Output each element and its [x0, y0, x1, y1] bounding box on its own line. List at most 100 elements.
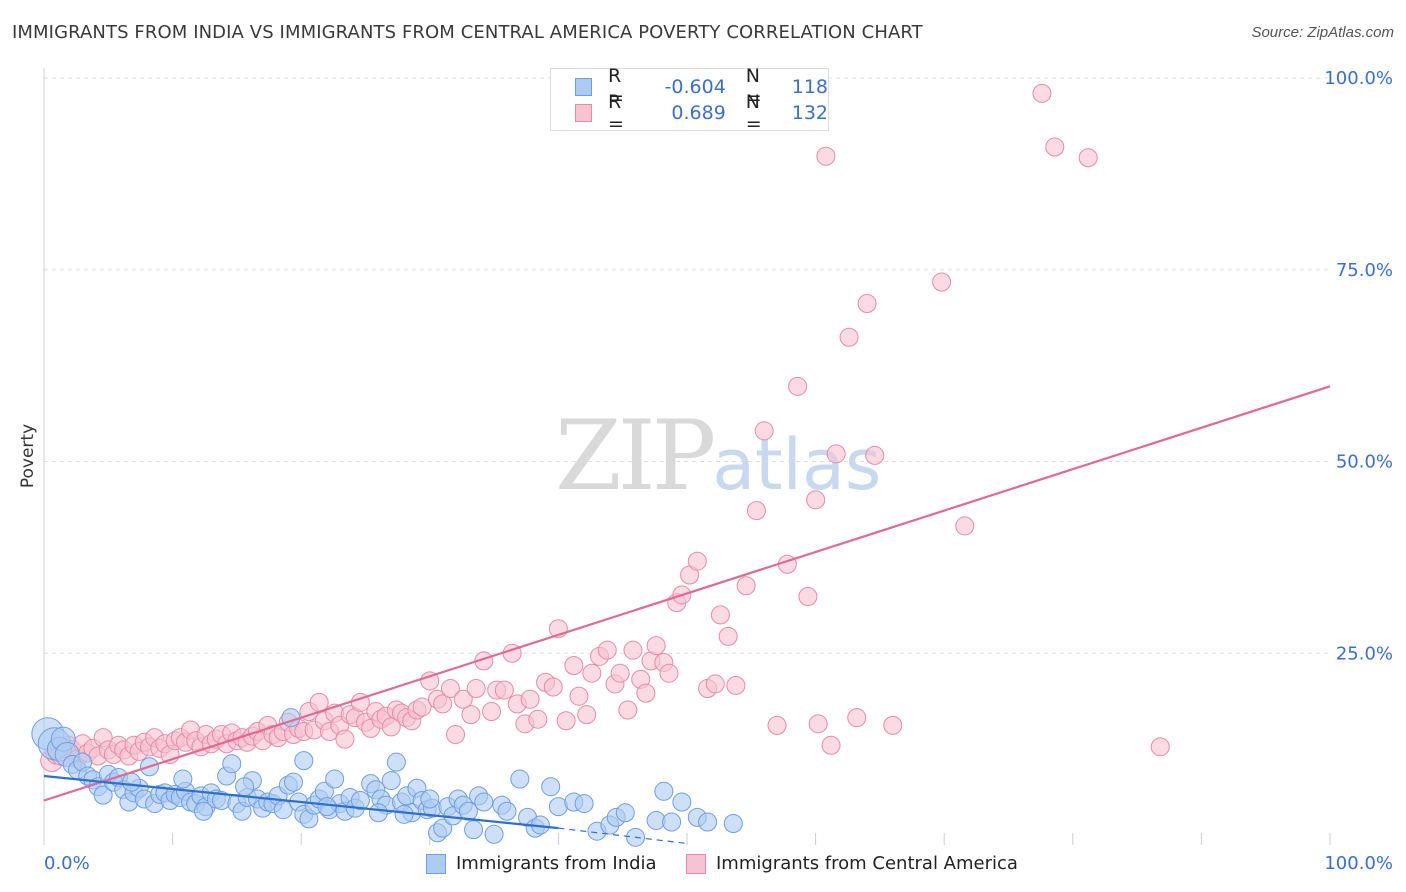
- central-america-point: [453, 689, 473, 709]
- central-america-point: [746, 501, 766, 521]
- y-axis-label: Poverty: [18, 424, 38, 488]
- chart-title: IMMIGRANTS FROM INDIA VS IMMIGRANTS FROM…: [12, 22, 923, 43]
- legend-item-central-america[interactable]: Immigrants from Central America: [686, 853, 1018, 874]
- r-label: R =: [608, 65, 624, 109]
- india-point: [497, 801, 517, 821]
- y-tick-label: 25.0%: [1336, 643, 1393, 664]
- central-america-point: [847, 708, 867, 728]
- central-america-point: [569, 686, 589, 706]
- central-america-point: [726, 675, 746, 695]
- central-america-point: [736, 576, 756, 596]
- central-america-point: [767, 715, 787, 735]
- x-tick-label: 100.0%: [1324, 853, 1393, 874]
- legend-item-india[interactable]: Immigrants from India: [426, 853, 657, 874]
- central-america-point: [883, 715, 903, 735]
- central-america-point: [839, 327, 859, 347]
- central-america-point: [520, 689, 540, 709]
- central-america-point: [659, 663, 679, 683]
- india-point: [235, 777, 255, 797]
- india-point: [394, 804, 414, 824]
- central-america-point: [543, 677, 563, 697]
- y-tick-label: 100.0%: [1324, 68, 1393, 89]
- central-america-point: [461, 705, 481, 725]
- r-label: R =: [608, 91, 624, 135]
- india-point: [484, 824, 504, 844]
- watermark: ZIPatlas: [555, 400, 881, 512]
- source-label: Source: ZipAtlas.com: [1251, 24, 1394, 41]
- central-america-point: [528, 709, 548, 729]
- india-legend-label: Immigrants from India: [456, 853, 657, 874]
- central-america-point: [865, 445, 885, 465]
- india-point: [723, 814, 743, 834]
- india-point: [294, 751, 314, 771]
- central-america-legend-swatch: [686, 853, 706, 874]
- correlation-legend: R = -0.604 N = 118 R = 0.689 N = 132: [550, 65, 829, 135]
- central-america-point: [687, 551, 707, 571]
- central-america-point: [582, 663, 602, 683]
- central-america-point: [710, 605, 730, 625]
- central-america-point: [577, 705, 597, 725]
- r-value: 0.689: [671, 102, 726, 124]
- central-america-point: [466, 679, 486, 699]
- y-tick-label: 75.0%: [1336, 260, 1393, 281]
- central-america-trend-line: [43, 385, 1331, 802]
- india-legend-swatch: [426, 853, 446, 874]
- india-point: [420, 789, 440, 809]
- central-america-legend-label: Immigrants from Central America: [716, 853, 1018, 874]
- india-point: [672, 792, 692, 812]
- legend-row-india: R = -0.604 N = 118: [575, 65, 828, 109]
- india-point: [510, 769, 530, 789]
- central-america-point: [1078, 148, 1098, 168]
- india-swatch: [575, 78, 593, 96]
- central-america-point: [932, 272, 952, 292]
- india-point: [222, 754, 242, 774]
- central-america-point: [788, 376, 808, 396]
- central-america-point: [816, 146, 836, 166]
- india-trend-line: [43, 774, 559, 830]
- central-america-point: [623, 640, 643, 660]
- r-value: -0.604: [664, 76, 726, 98]
- central-america-point: [420, 671, 440, 691]
- central-america-point: [1045, 137, 1065, 157]
- central-america-point: [821, 735, 841, 755]
- india-point: [283, 772, 303, 792]
- central-america-point: [718, 626, 738, 646]
- central-america-point: [494, 680, 514, 700]
- central-america-point: [636, 683, 656, 703]
- legend-row-central-america: R = 0.689 N = 132: [575, 91, 828, 135]
- central-america-point: [482, 702, 502, 722]
- central-america-point: [1150, 737, 1170, 757]
- india-point: [474, 792, 494, 812]
- india-point: [381, 771, 401, 791]
- central-america-point: [309, 692, 329, 712]
- central-america-point: [754, 421, 774, 441]
- india-point: [433, 818, 453, 838]
- central-america-point: [556, 711, 576, 731]
- central-america-point: [857, 293, 877, 313]
- central-america-point: [798, 586, 818, 606]
- india-point: [193, 801, 213, 821]
- india-point: [458, 801, 478, 821]
- n-label: N =: [745, 91, 762, 135]
- n-label: N =: [745, 65, 762, 109]
- india-point: [173, 769, 193, 789]
- india-point: [93, 785, 113, 805]
- central-america-point: [610, 663, 630, 683]
- central-america-point: [705, 674, 725, 694]
- india-point: [317, 797, 337, 817]
- y-tick-label: 50.0%: [1336, 452, 1393, 473]
- n-value: 118: [791, 76, 828, 98]
- watermark-zip: ZIP: [555, 400, 716, 512]
- india-point: [121, 772, 141, 792]
- india-point: [541, 777, 561, 797]
- india-point: [464, 820, 484, 840]
- n-value: 132: [791, 102, 828, 124]
- india-point: [350, 791, 370, 811]
- india-point: [662, 812, 682, 832]
- central-america-point: [806, 490, 826, 510]
- central-america-point: [808, 714, 828, 734]
- central-america-point: [597, 640, 617, 660]
- india-point: [615, 803, 635, 823]
- central-america-point: [646, 636, 666, 656]
